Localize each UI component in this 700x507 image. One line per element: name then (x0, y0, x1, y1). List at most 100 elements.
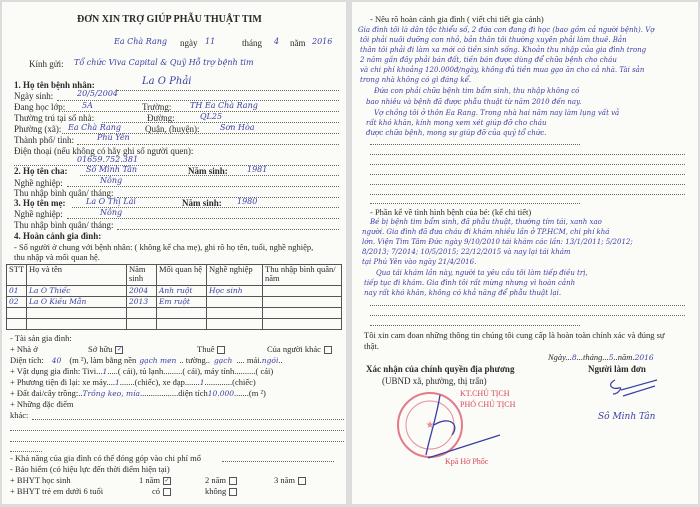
bhyt-2-year[interactable]: 2 năm (205, 475, 238, 486)
bhyt-3-year[interactable]: 3 năm (274, 475, 307, 486)
cell: La O Kiều Mẫn (26, 296, 127, 308)
checkbox-3-year[interactable] (298, 477, 307, 486)
family-label: 4. Hoàn cảnh gia đình: (14, 231, 102, 241)
other-features-label-2: khác: (10, 410, 29, 420)
class-label: Đang học lớp: (14, 102, 66, 112)
mother-job-label: Nghề nghiệp: (14, 209, 63, 219)
applicant-name: Sô Minh Tân (598, 412, 656, 422)
form-page-left: ĐƠN XIN TRỢ GIÚP PHẪU THUẬT TIM Ea Chà R… (2, 2, 346, 504)
patient-district: Sơn Hòa (220, 123, 255, 132)
patient-city: Phú Yên (97, 133, 130, 142)
bhyt-1-year[interactable]: 1 năm ✓ (139, 475, 172, 486)
date-year: 2016 (312, 37, 333, 46)
patient-street: QL25 (200, 112, 223, 121)
household-items-row: + Vật dụng gia đình: Tivi...1.....( cái)… (10, 366, 274, 376)
handwritten-line: tại Phú Yên vào ngày 21/4/2016. (362, 258, 477, 266)
handwritten-line: tôi phải nuôi dưỡng con nhỏ, bản thân tô… (360, 36, 627, 44)
school-label: Trường: (142, 102, 172, 112)
other-features-label: + Những đặc điểm (10, 399, 74, 409)
other-owner-option[interactable]: Của người khác (267, 344, 332, 355)
address-label: Thường trú tại số nhà: (14, 113, 95, 123)
cell (262, 296, 342, 308)
cell: Em ruột (156, 296, 207, 308)
form-title: ĐƠN XIN TRỢ GIÚP PHẪU THUẬT TIM (77, 14, 262, 25)
cell: Học sinh (206, 285, 263, 297)
own-option[interactable]: Sở hữu ✓ (88, 344, 124, 355)
handwritten-line: rất khó khăn, kính mong xem xét giúp đỡ … (366, 119, 547, 127)
patient-name-label: 1. Họ tên bệnh nhân: (14, 80, 95, 90)
other-owner-checkbox[interactable] (323, 346, 332, 355)
patient-dob: 20/5/2004 (77, 89, 119, 98)
col-relation: Mối quan hệ (156, 264, 207, 286)
table-row (6, 307, 342, 319)
handwritten-line: người. Gia đình đã đưa cháu đi khám nhiề… (362, 228, 610, 236)
pledge-text: Tôi xin cam đoan những thông tin chúng t… (364, 330, 665, 340)
vehicle-row: + Phương tiện đi lại: xe máy....1.......… (10, 377, 256, 387)
handwritten-line: Qua tái khám lần này, người ta yêu cầu t… (376, 269, 588, 277)
table-header: STT Họ và tên Năm sinh Mối quan hệ Nghề … (6, 264, 342, 286)
land-row: + Đất đai/cây trồng:..Trồng keo, mía....… (10, 388, 266, 398)
district-label: Quận, (huyện): (145, 124, 200, 134)
year-label: năm (290, 38, 306, 48)
bhyt-child-label: + BHYT trẻ em dưới 6 tuổi (10, 486, 104, 496)
handwritten-line: Bé bị bệnh tim bẩm sinh, đã phẫu thuật, … (370, 218, 602, 226)
col-stt: STT (6, 264, 27, 286)
cell: 2004 (126, 285, 157, 297)
stamp-title-2: PHÓ CHỦ TỊCH (460, 400, 516, 409)
table-row: 01 La O Thiếc 2004 Anh ruột Học sinh (6, 285, 342, 297)
rent-checkbox[interactable] (217, 346, 226, 355)
own-checkbox[interactable]: ✓ (115, 346, 124, 355)
checkbox-no[interactable] (229, 488, 238, 497)
recipient-label: Kính gửi: (29, 59, 64, 69)
patient-school: TH Ea Chà Rang (190, 101, 258, 110)
sign-date: Ngày...8...tháng...5..năm.2016 (548, 352, 654, 362)
city-label: Thành phố/ tỉnh: (14, 135, 74, 145)
family-desc-2: thu nhập và mối quan hệ. (14, 252, 100, 262)
cell (206, 296, 263, 308)
father-income-label: Thu nhập bình quân/ tháng: (14, 188, 114, 198)
household-table: STT Họ và tên Năm sinh Mối quan hệ Nghề … (6, 264, 342, 330)
insurance-label: - Bảo hiểm (có hiệu lực đến thời điểm hi… (10, 464, 170, 474)
mother-birth-label: Năm sinh: (182, 198, 222, 208)
handwritten-line: trong nhà không có gì đáng kể. (360, 76, 472, 84)
patient-phone: 01659.752.381 (77, 155, 139, 164)
checkbox-yes[interactable] (163, 488, 172, 497)
cell: La O Thiếc (26, 285, 127, 297)
official-signature (425, 394, 501, 459)
svg-text:★: ★ (426, 420, 435, 431)
father-birth: 1981 (247, 165, 268, 174)
dob-label: Ngày sinh: (14, 91, 54, 101)
mother-name-label: 3. Họ tên mẹ: (14, 198, 66, 208)
father-name: Sô Minh Tân (86, 165, 138, 174)
checkbox-1-year[interactable]: ✓ (163, 477, 172, 486)
handwritten-line: bao nhiêu và bệnh đã được phẫu thuật từ … (366, 98, 582, 106)
checkbox-2-year[interactable] (229, 477, 238, 486)
rent-option[interactable]: Thuê (197, 344, 226, 355)
handwritten-line: lớn. Viện Tim Tâm Đức ngày 9/10/2010 tái… (362, 238, 633, 246)
mother-name: La O Thị Lài (86, 197, 136, 206)
date-place: Ea Chà Rang (114, 37, 167, 46)
assets-label: - Tài sản gia đình: (10, 333, 72, 343)
mother-income-label: Thu nhập bình quân/ tháng: (14, 220, 114, 230)
family-desc: - Số người ở chung với bệnh nhân: ( khôn… (14, 242, 314, 252)
house-label: + Nhà ở (10, 344, 38, 354)
handwritten-line: 2 năm gần đây phải bán đất, tiền bán đượ… (360, 56, 617, 64)
contribution-label: - Khả năng của gia đình có thể đóng góp … (10, 453, 201, 463)
handwritten-line: Vợ chồng tôi ở thôn Ea Rang. Trong nhà h… (374, 109, 620, 117)
applicant-signature (610, 379, 658, 397)
bhyt-child-no[interactable]: không (205, 486, 238, 497)
bhyt-child-yes[interactable]: có (152, 486, 172, 497)
father-birth-label: Năm sinh: (188, 166, 228, 176)
handwritten-line: nay rất khó khăn, không có khả năng để p… (364, 289, 562, 297)
handwritten-line: được chữa bệnh, mong sự giúp đỡ của quý … (366, 129, 547, 137)
authority-label: Xác nhận của chính quyền địa phương (366, 364, 515, 374)
recipient-value: Tổ chức Viva Capital & Quỹ Hỗ trợ bệnh t… (74, 58, 254, 67)
cell: 01 (6, 285, 27, 297)
handwritten-line: 8/2013; 7/2014; 10/5/2015; 22/12/2015 và… (362, 248, 571, 256)
form-page-right: - Nêu rõ hoàn cảnh gia đình ( viết chi t… (352, 2, 698, 504)
father-job: Nông (100, 176, 123, 185)
phone-label: Điện thoại (nếu không có hãy ghi số ngườ… (14, 146, 194, 156)
official-name: Kpă Hờ Phốc (445, 457, 489, 466)
father-name-label: 2. Họ tên cha: (14, 166, 68, 176)
mother-birth: 1980 (237, 197, 258, 206)
